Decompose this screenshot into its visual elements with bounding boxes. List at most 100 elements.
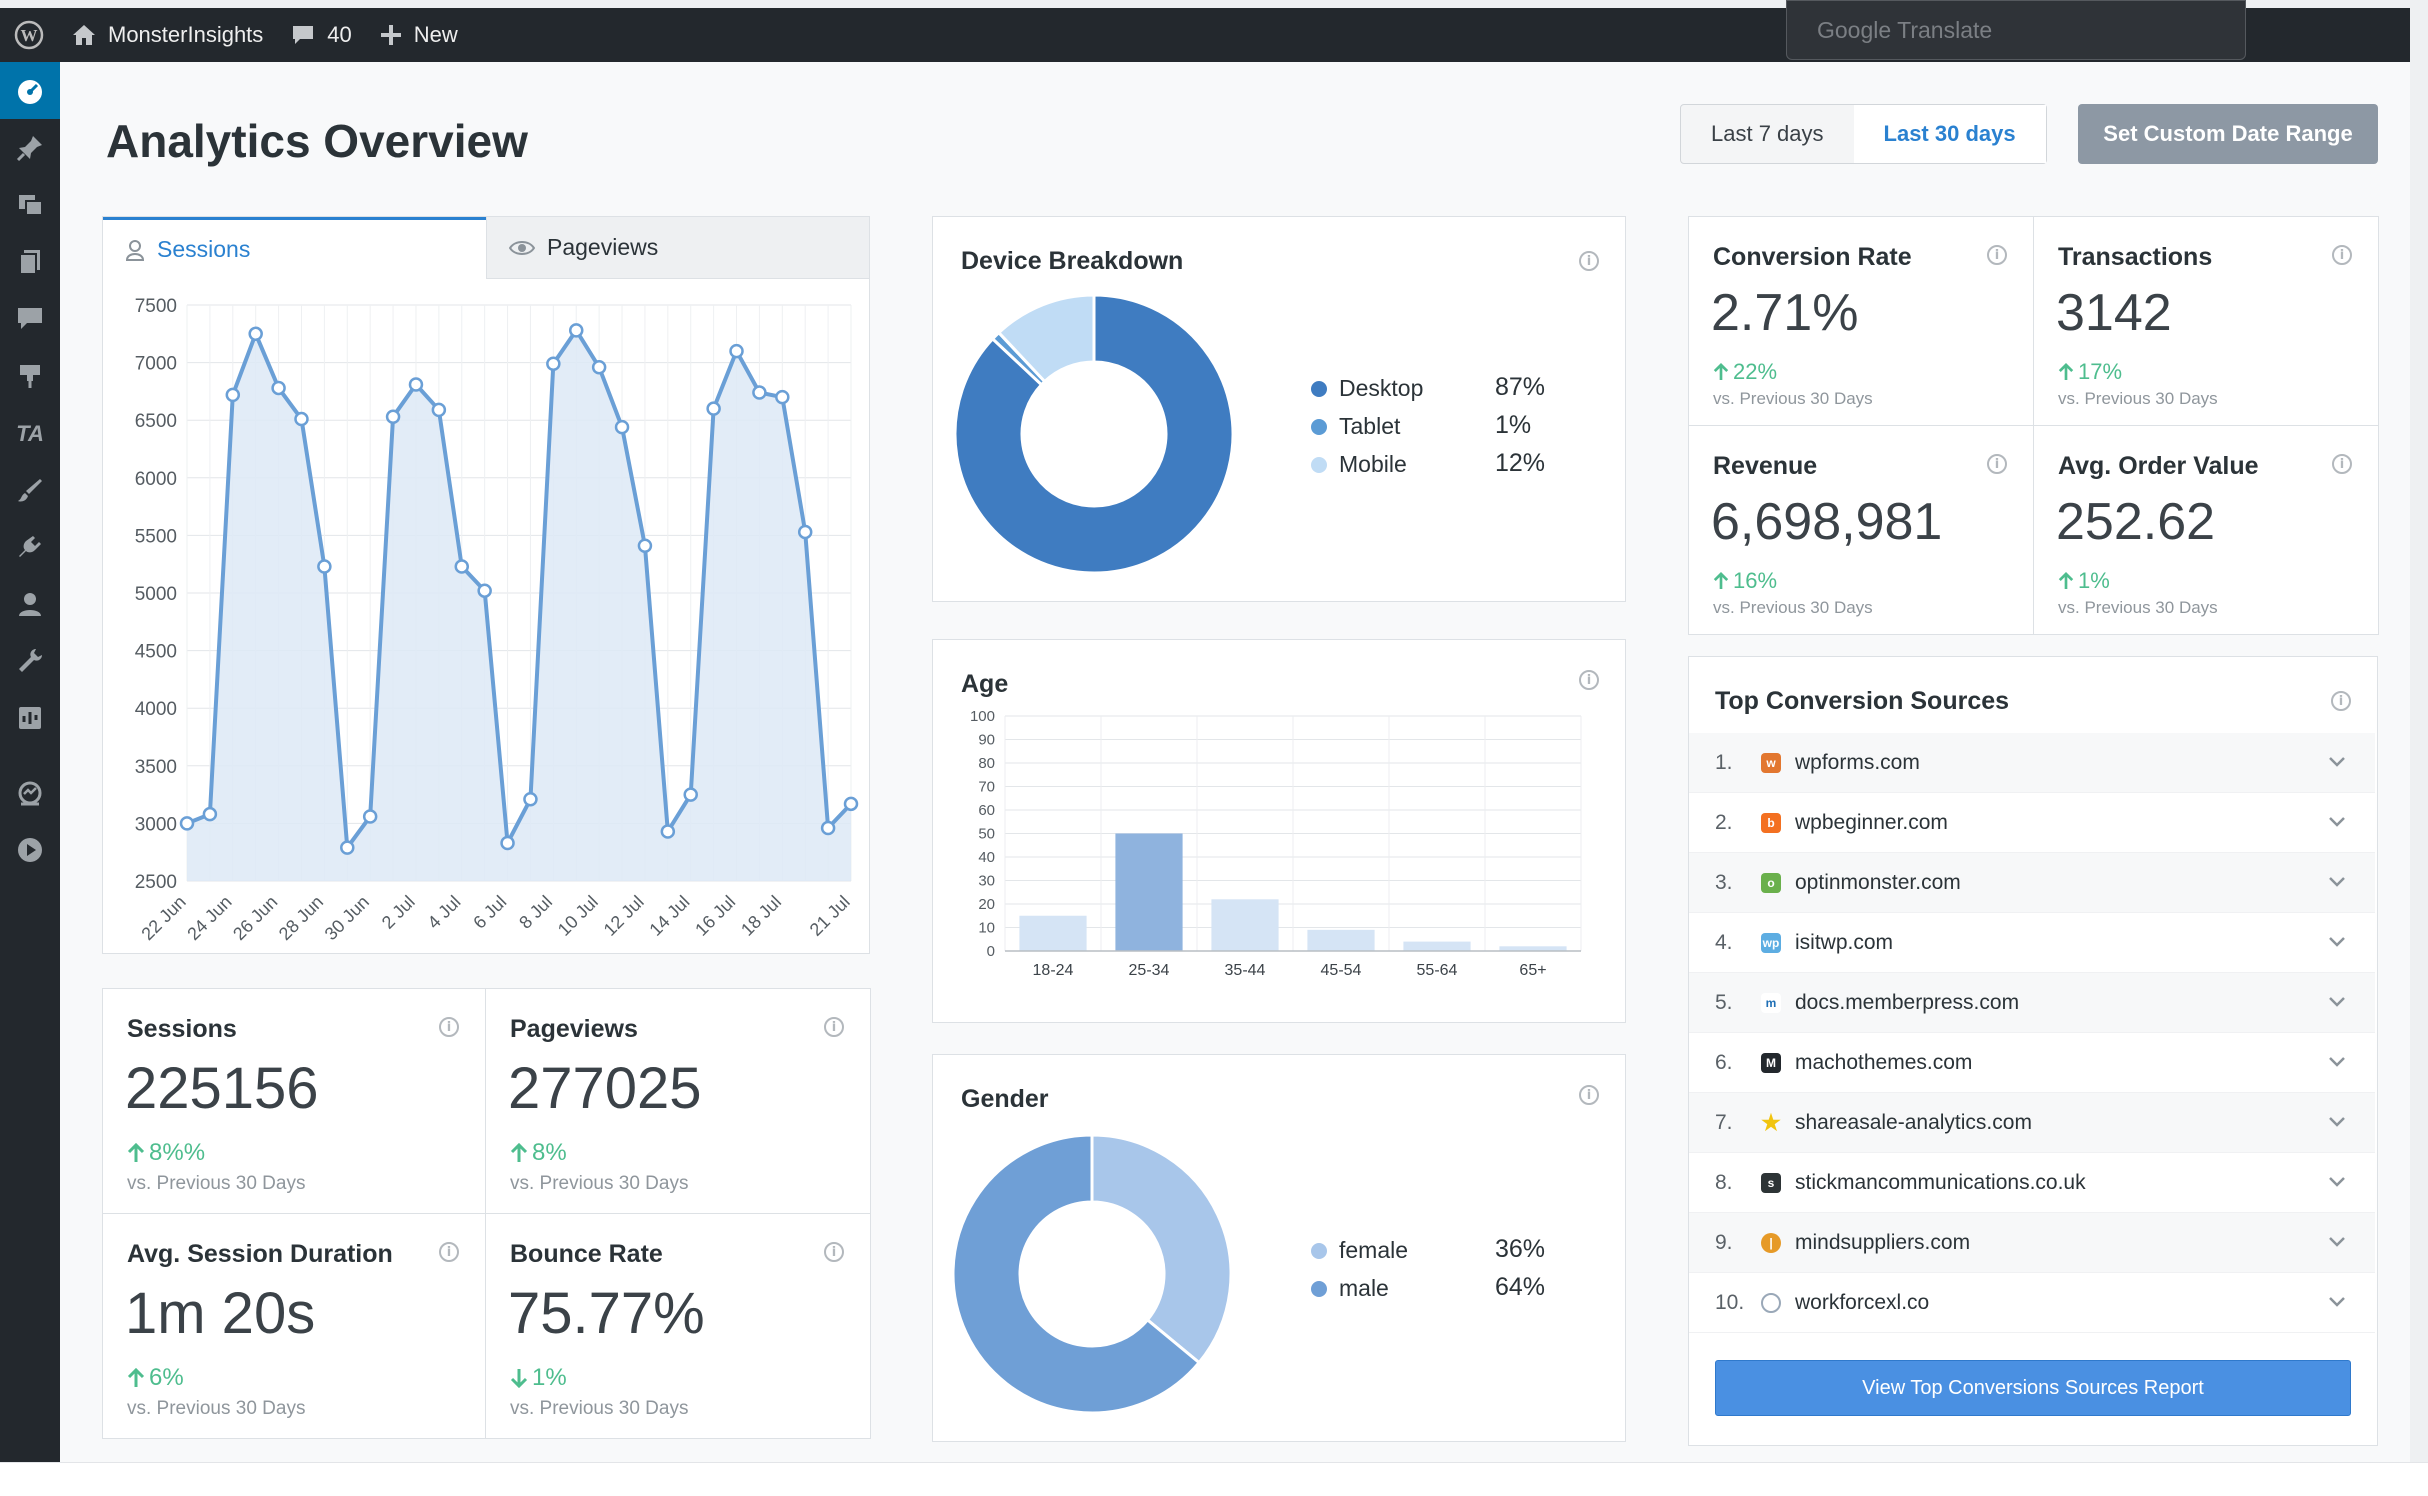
list-item[interactable]: 1. w wpforms.com [1689, 733, 2375, 793]
chevron-down-icon[interactable] [2325, 1289, 2349, 1313]
age-bar-25-34 [1115, 833, 1183, 951]
wordpress-logo-icon[interactable]: W [0, 8, 58, 62]
sessions-point [454, 559, 470, 574]
tools-icon[interactable] [0, 632, 60, 689]
new-content-link[interactable]: New [366, 8, 472, 62]
y-tick-label: 40 [978, 849, 995, 866]
info-icon[interactable]: i [824, 1017, 844, 1037]
list-item[interactable]: 6. M machothemes.com [1689, 1033, 2375, 1093]
info-icon[interactable]: i [439, 1242, 459, 1262]
admin-sidebar: TA [0, 62, 60, 1462]
arrow-down-icon [510, 1369, 528, 1388]
desktop-pct: 87% [1495, 373, 1546, 401]
comments-menu-icon[interactable] [0, 290, 60, 347]
info-icon[interactable]: i [824, 1242, 844, 1262]
settings-icon[interactable] [0, 689, 60, 746]
sessions-point [271, 380, 286, 396]
info-icon[interactable]: i [1987, 454, 2007, 474]
chevron-down-icon[interactable] [2325, 989, 2349, 1013]
list-item[interactable]: 9. | mindsuppliers.com [1689, 1213, 2375, 1273]
sessions-stat-label: Sessions [127, 1015, 237, 1043]
last-30-days-button[interactable]: Last 30 days [1853, 105, 2046, 163]
chevron-down-icon[interactable] [2325, 929, 2349, 953]
source-domain: workforcexl.co [1795, 1290, 1930, 1314]
list-item[interactable]: 2. b wpbeginner.com [1689, 793, 2375, 853]
wpbeginner-favicon-icon: b [1761, 812, 1781, 833]
list-item[interactable]: 10. workforcexl.co [1689, 1273, 2375, 1333]
info-icon[interactable]: i [2332, 454, 2352, 474]
male-swatch [1311, 1280, 1327, 1297]
chevron-down-icon[interactable] [2325, 809, 2349, 833]
chevron-down-icon[interactable] [2325, 1049, 2349, 1073]
chevron-down-icon[interactable] [2325, 1109, 2349, 1133]
info-icon[interactable]: i [2332, 245, 2352, 265]
source-domain: optinmonster.com [1795, 870, 1961, 894]
sessions-point [568, 323, 584, 338]
play-icon[interactable] [0, 821, 60, 878]
y-tick-label: 5000 [135, 584, 177, 605]
list-item[interactable]: 3. o optinmonster.com [1689, 853, 2375, 913]
svg-text:TA: TA [16, 421, 44, 446]
optinmonster-favicon-icon: o [1761, 872, 1781, 893]
pin-icon[interactable] [0, 119, 60, 176]
thirstyaffiliates-icon[interactable]: TA [0, 404, 60, 461]
info-icon[interactable]: i [2331, 691, 2351, 711]
x-tick-label: 35-44 [1225, 962, 1266, 979]
bottom-strip [0, 1462, 2428, 1496]
x-tick-label: 14 Jul [645, 892, 693, 940]
age-bar-35-44 [1211, 899, 1279, 951]
source-domain: stickmancommunications.co.uk [1795, 1170, 2086, 1194]
info-icon[interactable]: i [439, 1017, 459, 1037]
source-domain: mindsuppliers.com [1795, 1230, 1971, 1254]
media-icon[interactable] [0, 176, 60, 233]
list-item[interactable]: 4. wp isitwp.com [1689, 913, 2375, 973]
list-item[interactable]: 8. s stickmancommunications.co.uk [1689, 1153, 2375, 1213]
y-tick-label: 4000 [135, 699, 177, 720]
y-tick-label: 6500 [135, 411, 177, 432]
shareasale-star-icon: ★ [1761, 1109, 1781, 1135]
custom-date-range-button[interactable]: Set Custom Date Range [2078, 104, 2378, 164]
legend-female: female [1311, 1237, 1408, 1264]
view-conversion-sources-report-button[interactable]: View Top Conversions Sources Report [1715, 1360, 2351, 1416]
appearance-icon[interactable] [0, 461, 60, 518]
sessions-point [614, 419, 630, 435]
plugins-icon[interactable] [0, 518, 60, 575]
sessions-point [225, 387, 241, 403]
feedback-icon[interactable] [0, 347, 60, 404]
site-name-link[interactable]: MonsterInsights [58, 8, 277, 62]
last-7-days-button[interactable]: Last 7 days [1711, 121, 1824, 146]
info-icon[interactable]: i [1579, 670, 1599, 690]
x-tick-label: 24 Jun [183, 892, 235, 944]
desktop-swatch [1311, 380, 1327, 397]
svg-text:W: W [21, 26, 38, 45]
list-item[interactable]: 5. m docs.memberpress.com [1689, 973, 2375, 1033]
user-icon [125, 239, 145, 261]
info-icon[interactable]: i [1579, 1085, 1599, 1105]
x-tick-label: 30 Jun [321, 892, 373, 944]
x-tick-label: 55-64 [1417, 962, 1458, 979]
info-icon[interactable]: i [1987, 245, 2007, 265]
comments-link[interactable]: 40 [277, 8, 365, 62]
sessions-point [294, 411, 309, 427]
chevron-down-icon[interactable] [2325, 749, 2349, 773]
chevron-down-icon[interactable] [2325, 869, 2349, 893]
chevron-down-icon[interactable] [2325, 1229, 2349, 1253]
info-icon[interactable]: i [1579, 251, 1599, 271]
x-tick-label: 6 Jul [469, 892, 510, 933]
users-icon[interactable] [0, 575, 60, 632]
comments-count: 40 [327, 22, 352, 47]
avg-order-value-vs: vs. Previous 30 Days [2058, 598, 2218, 617]
pages-icon[interactable] [0, 233, 60, 290]
chevron-down-icon[interactable] [2325, 1169, 2349, 1193]
age-bar-45-54 [1307, 929, 1375, 951]
dashboard-icon[interactable] [0, 62, 60, 119]
tab-pageviews[interactable]: Pageviews [486, 217, 869, 279]
tab-sessions[interactable]: Sessions [103, 217, 486, 279]
list-item[interactable]: 7. ★ shareasale-analytics.com [1689, 1093, 2375, 1153]
google-translate-popup[interactable]: Google Translate [1786, 0, 2246, 60]
x-tick-label: 12 Jul [600, 892, 648, 940]
mobile-swatch [1311, 456, 1327, 473]
date-range-toggle: Last 7 days Last 30 days [1680, 104, 2047, 164]
insights-icon[interactable] [0, 764, 60, 821]
y-tick-label: 30 [978, 873, 995, 890]
